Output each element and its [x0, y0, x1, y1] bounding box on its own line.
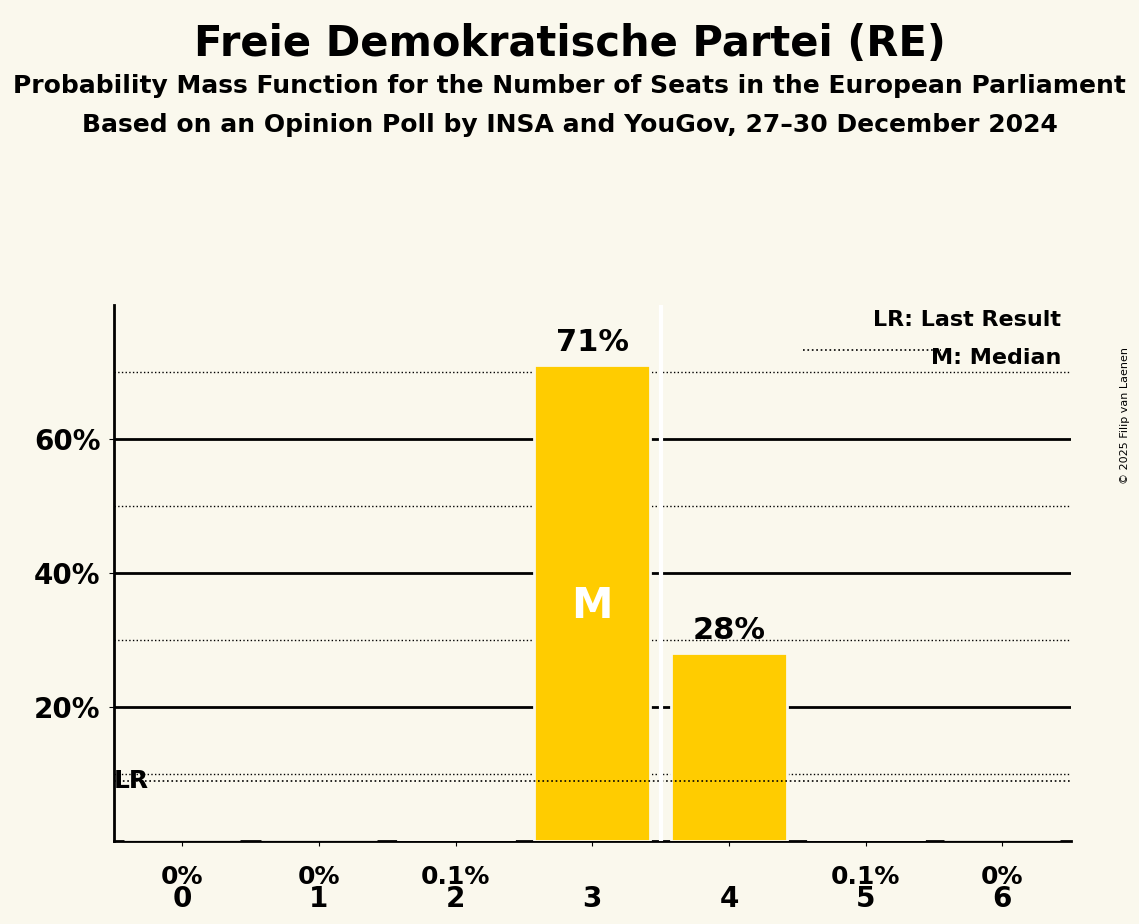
Text: 0%: 0%: [161, 865, 204, 889]
Text: 0.1%: 0.1%: [421, 865, 490, 889]
Text: 0.1%: 0.1%: [831, 865, 900, 889]
Text: LR: LR: [114, 769, 149, 793]
Text: LR: Last Result: LR: Last Result: [874, 310, 1062, 330]
Text: 28%: 28%: [693, 616, 765, 645]
Bar: [671, 653, 787, 841]
Text: 71%: 71%: [556, 328, 629, 358]
Text: Freie Demokratische Partei (RE): Freie Demokratische Partei (RE): [194, 23, 945, 65]
Text: 0%: 0%: [297, 865, 341, 889]
Text: M: M: [572, 586, 613, 627]
Text: Based on an Opinion Poll by INSA and YouGov, 27–30 December 2024: Based on an Opinion Poll by INSA and You…: [82, 113, 1057, 137]
Bar: [534, 365, 650, 841]
Text: Probability Mass Function for the Number of Seats in the European Parliament: Probability Mass Function for the Number…: [13, 74, 1126, 98]
Text: M: Median: M: Median: [931, 347, 1062, 368]
Text: © 2025 Filip van Laenen: © 2025 Filip van Laenen: [1121, 347, 1130, 484]
Text: 0%: 0%: [981, 865, 1024, 889]
